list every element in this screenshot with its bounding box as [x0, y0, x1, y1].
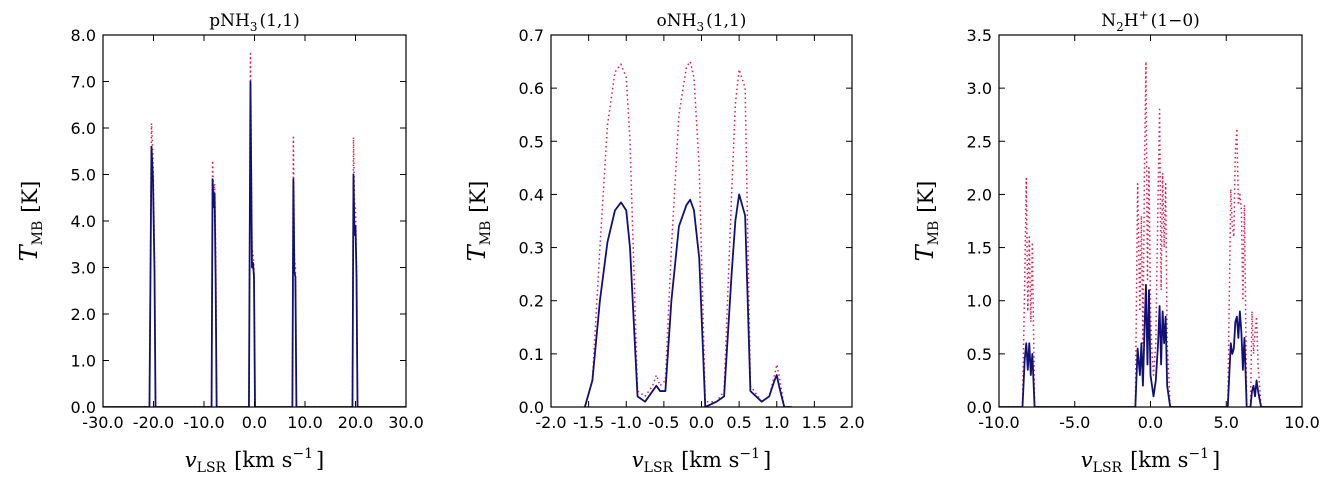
series-observed-line: [583, 193, 792, 407]
x-axis-label: vLSR [km s−1]: [632, 446, 771, 476]
y-tick-label: 0.0: [967, 398, 992, 417]
x-tick-label: -1.5: [573, 413, 604, 432]
x-axis-label: vLSR [km s−1]: [1081, 446, 1220, 476]
y-tick-label: 0.2: [519, 292, 544, 311]
x-tick-label: 20.0: [338, 413, 374, 432]
y-tick-label: 0.3: [519, 239, 544, 258]
y-tick-label: 0.4: [519, 185, 544, 204]
y-tick-label: 0.5: [519, 132, 544, 151]
y-tick-label: 1.5: [967, 239, 992, 258]
y-tick-label: 3.0: [71, 259, 96, 278]
y-tick-label: 0.7: [519, 26, 544, 45]
x-tick-label: -10.0: [183, 413, 224, 432]
y-tick-label: 4.0: [71, 212, 96, 231]
plot-frame: [550, 34, 853, 408]
y-tick-label: 1.0: [967, 292, 992, 311]
panel-title: pNH3 (1,1): [209, 11, 300, 34]
series-model-line: [584, 60, 792, 407]
x-tick-label: 0.0: [242, 413, 267, 432]
y-axis-label: TMB[K]: [463, 181, 494, 262]
y-tick-label: 0.5: [967, 345, 992, 364]
y-tick-label: 5.0: [71, 166, 96, 185]
y-tick-label: 0.1: [519, 345, 544, 364]
y-axis-label: TMB[K]: [911, 181, 942, 262]
x-tick-label: -30.0: [82, 413, 123, 432]
y-tick-label: 6.0: [71, 119, 96, 138]
panel-title: oNH3 (1,1): [657, 11, 747, 34]
x-tick-label: -5.0: [1059, 413, 1090, 432]
series-observed-line: [103, 80, 406, 407]
y-tick-label: 2.0: [967, 185, 992, 204]
panel-1: -30.0 -20.0 -10.0 0.0 10.0 20.0 30.0 0.0 1.0 2.0 3…: [15, 11, 424, 476]
x-tick-label: 10.0: [287, 413, 323, 432]
x-tick-label: 5.0: [1214, 413, 1239, 432]
x-axis-label: vLSR [km s−1]: [185, 446, 324, 476]
y-axis-label: TMB[K]: [15, 181, 46, 262]
x-tick-label: 1.5: [802, 413, 827, 432]
series-observed-line: [999, 283, 1302, 407]
y-tick-label: 2.0: [71, 305, 96, 324]
x-tick-label: -2.0: [535, 413, 566, 432]
x-tick-label: 30.0: [388, 413, 424, 432]
x-tick-label: 0.0: [689, 413, 714, 432]
y-tick-label: 0.0: [519, 398, 544, 417]
x-tick-label: 0.0: [1138, 413, 1163, 432]
x-tick-label: 0.5: [726, 413, 751, 432]
x-tick-label: 1.0: [764, 413, 789, 432]
x-tick-label: -20.0: [133, 413, 174, 432]
y-tick-label: 0.6: [519, 79, 544, 98]
x-tick-label: -10.0: [978, 413, 1019, 432]
panel-3: -10.0 -5.0 0.0 5.0 10.0 0.0 0.5 1.0 1.5 2.0 2.5 3.0…: [911, 8, 1320, 476]
y-tick-label: 7.0: [71, 73, 96, 92]
y-tick-label: 8.0: [71, 26, 96, 45]
x-tick-label: 2.0: [839, 413, 864, 432]
y-tick-label: 2.5: [967, 132, 992, 151]
x-tick-label: -0.5: [648, 413, 679, 432]
y-tick-label: 3.0: [967, 79, 992, 98]
x-tick-label: -1.0: [611, 413, 642, 432]
panel-title: N2H+ (1−0): [1101, 8, 1200, 34]
y-tick-label: 1.0: [71, 352, 96, 371]
panel-2: -2.0 -1.5 -1.0 -0.5 0.0 0.5 1.0 1.5 2.0 0.0 0.1 0.2…: [463, 11, 865, 476]
y-tick-label: 0.0: [71, 398, 96, 417]
x-tick-label: 10.0: [1284, 413, 1320, 432]
y-tick-label: 3.5: [967, 26, 992, 45]
